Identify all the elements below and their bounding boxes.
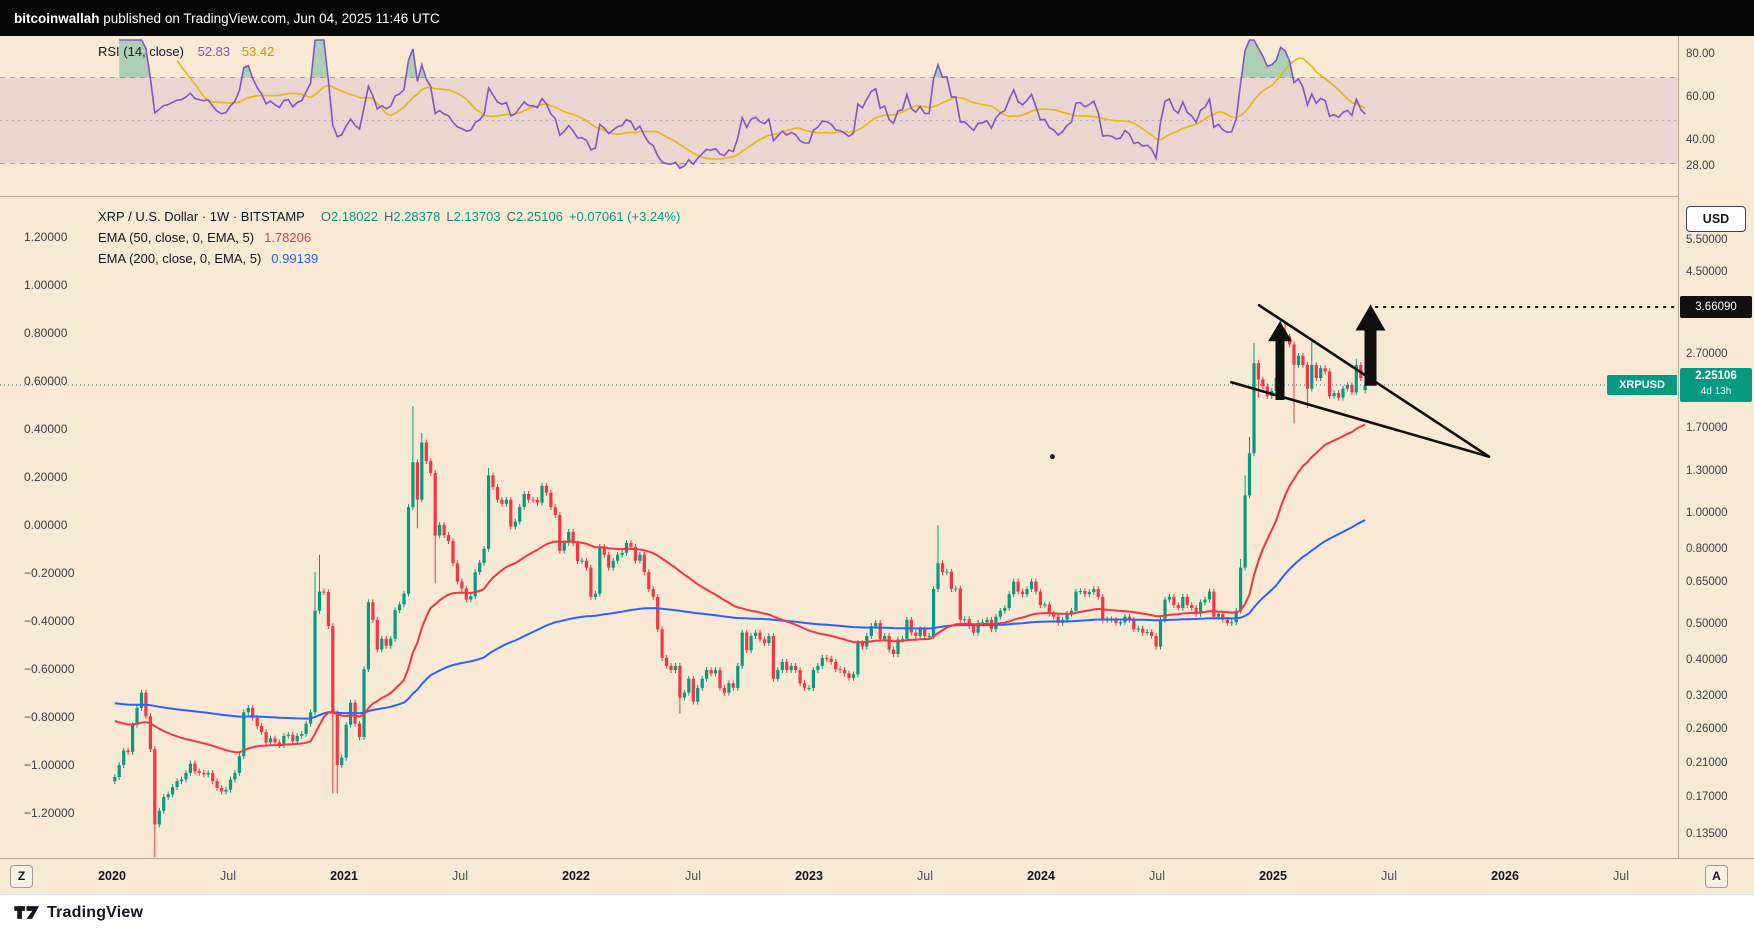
footer-bar: TradingView xyxy=(0,894,1754,930)
change-value: +0.07061 (+3.24%) xyxy=(568,209,681,224)
symbol-price-label: XRPUSD xyxy=(1607,375,1677,395)
price-scale-label: 0.50000 xyxy=(1686,618,1728,630)
time-scale-label: Jul xyxy=(1381,869,1397,883)
ema200-line[interactable] xyxy=(114,519,1366,720)
price-scale-label: 0.40000 xyxy=(1686,654,1728,666)
candles-layer xyxy=(113,318,1367,858)
rsi-legend-label: RSI (14, close) xyxy=(98,44,184,59)
high-key: H xyxy=(383,209,394,224)
symbol-title: XRP / U.S. Dollar · 1W · BITSTAMP xyxy=(98,209,305,224)
rsi-scale-label: 40.00 xyxy=(1686,134,1715,146)
rsi-value: 52.83 xyxy=(197,44,231,59)
ema50-label: EMA (50, close, 0, EMA, 5) xyxy=(98,230,255,245)
bar-countdown: 4d 13h xyxy=(1700,386,1732,397)
rsi-scale-label: 80.00 xyxy=(1686,48,1715,60)
price-scale-label: 0.17000 xyxy=(1686,791,1728,803)
low-value: 2.13703 xyxy=(453,209,501,224)
pane-divider[interactable] xyxy=(0,196,1754,197)
main-legend: XRP / U.S. Dollar · 1W · BITSTAMP O2.1802… xyxy=(98,206,680,269)
rsi-overbought-fill xyxy=(119,40,1366,78)
main-plot[interactable] xyxy=(0,196,1678,858)
price-scale-label: 0.13500 xyxy=(1686,828,1728,840)
rsi-scale-label: 60.00 xyxy=(1686,91,1715,103)
rsi-legend[interactable]: RSI (14, close) 52.83 53.42 xyxy=(98,44,282,59)
time-scale-label: Jul xyxy=(917,869,933,883)
auto-scale-button[interactable]: A xyxy=(1705,865,1728,888)
target-price-tag: 3.66090 xyxy=(1680,296,1752,318)
ema50-value: 1.78206 xyxy=(264,230,312,245)
currency-toggle-button[interactable]: USD xyxy=(1686,206,1746,232)
price-scale-label: 0.80000 xyxy=(1686,543,1728,555)
tradingview-brand[interactable]: TradingView xyxy=(47,903,144,921)
publisher-username: bitcoinwallah xyxy=(14,10,100,26)
rsi-line xyxy=(119,39,1366,170)
price-scale-label: 0.32000 xyxy=(1686,690,1728,702)
price-scale-label: 2.70000 xyxy=(1686,348,1728,360)
ema200-label: EMA (200, close, 0, EMA, 5) xyxy=(98,251,262,266)
time-scale-label: Jul xyxy=(220,869,236,883)
time-scale-label: 2023 xyxy=(795,869,823,883)
ema50-legend-row[interactable]: EMA (50, close, 0, EMA, 5) 1.78206 xyxy=(98,227,680,248)
time-scale-label: 2020 xyxy=(98,869,126,883)
ema50-line[interactable] xyxy=(114,423,1366,754)
open-key: O xyxy=(320,209,331,224)
publish-info: published on TradingView.com, Jun 04, 20… xyxy=(99,10,440,26)
price-scale-label: 1.70000 xyxy=(1686,422,1728,434)
rsi-ma-value: 53.42 xyxy=(241,44,275,59)
tradingview-logo-icon[interactable] xyxy=(14,903,40,922)
timezone-button[interactable]: Z xyxy=(10,865,33,888)
time-scale-label: 2025 xyxy=(1259,869,1287,883)
price-scale-label: 5.50000 xyxy=(1686,234,1728,246)
time-scale-label: Jul xyxy=(685,869,701,883)
ohlc-readout: O2.18022 H2.28378 L2.13703 C2.25106 +0.07061… xyxy=(315,209,680,224)
price-scale-label: 1.30000 xyxy=(1686,465,1728,477)
up-arrow-2[interactable] xyxy=(1355,304,1386,386)
open-value: 2.18022 xyxy=(330,209,378,224)
time-scale-label: 2022 xyxy=(562,869,590,883)
price-scale-label: 1.00000 xyxy=(1686,507,1728,519)
chart-container: RSI (14, close) 52.83 53.42 XRP / U.S. D… xyxy=(0,36,1754,894)
rsi-band xyxy=(0,77,1678,164)
time-scale-label: 2024 xyxy=(1027,869,1055,883)
rsi-plot[interactable] xyxy=(0,36,1678,196)
time-scale-label: Jul xyxy=(452,869,468,883)
price-scale[interactable]: USD 80.00 60.00 40.00 28.00 5.50000 4.50000 2… xyxy=(1678,36,1754,858)
wedge-lower-trendline[interactable] xyxy=(1229,380,1491,458)
cursor-dot xyxy=(1049,454,1055,460)
price-scale-label: 0.21000 xyxy=(1686,757,1728,769)
time-scale[interactable]: Z 2020 Jul 2021 Jul 2022 Jul 2023 Jul 2024 Jul 202… xyxy=(0,858,1754,894)
time-scale-label: 2026 xyxy=(1491,869,1519,883)
high-value: 2.28378 xyxy=(393,209,441,224)
current-price-value: 2.25106 xyxy=(1695,370,1737,382)
price-scale-label: 4.50000 xyxy=(1686,266,1728,278)
low-key: L xyxy=(446,209,454,224)
time-scale-label: 2021 xyxy=(330,869,358,883)
time-scale-label: Jul xyxy=(1149,869,1165,883)
attribution-bar: bitcoinwallah published on TradingView.c… xyxy=(0,0,1754,36)
rsi-scale-label: 28.00 xyxy=(1686,160,1715,172)
close-key: C xyxy=(506,209,516,224)
current-price-tag: 2.25106 4d 13h xyxy=(1680,368,1752,402)
time-scale-label: Jul xyxy=(1613,869,1629,883)
price-scale-label: 0.26000 xyxy=(1686,723,1728,735)
up-arrow-1[interactable] xyxy=(1268,321,1292,400)
symbol-legend-row[interactable]: XRP / U.S. Dollar · 1W · BITSTAMP O2.1802… xyxy=(98,206,680,227)
ema200-legend-row[interactable]: EMA (200, close, 0, EMA, 5) 0.99139 xyxy=(98,248,680,269)
price-scale-label: 0.65000 xyxy=(1686,576,1728,588)
ema200-value: 0.99139 xyxy=(271,251,319,266)
close-value: 2.25106 xyxy=(515,209,563,224)
